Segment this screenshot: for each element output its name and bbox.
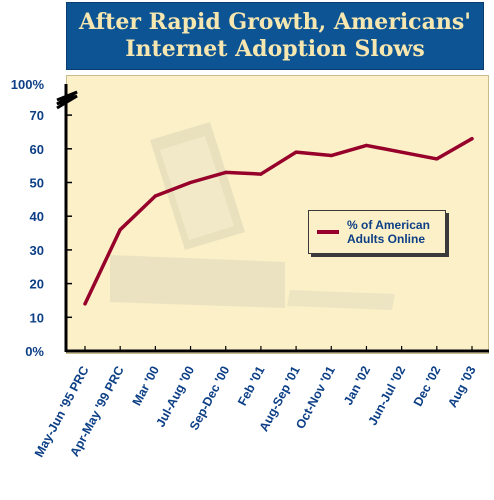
background-computer-illustration [110,122,395,310]
data-point [118,228,122,232]
legend-label-line-2: Adults Online [347,232,425,246]
series-line [83,136,474,306]
chart-legend: % of American Adults Online [308,210,446,254]
y-tick-label: 30 [30,243,44,258]
axis-break-symbol [56,90,78,110]
x-tick-label: Aug '03 [445,364,478,410]
chart-title-line-2: Internet Adoption Slows [125,36,425,62]
data-point [364,143,369,148]
data-point [83,302,87,306]
data-point [188,180,193,185]
data-point [435,157,439,161]
legend-label-line-1: % of American [347,218,430,232]
y-tick-label: 20 [30,277,44,292]
y-tick-label: 10 [30,310,44,325]
x-tick-label: Jun-Jul '02 [366,364,409,428]
x-tick-label: Feb '01 [235,364,267,408]
y-tick-label: 60 [30,142,44,157]
data-point [224,170,228,174]
data-point [153,194,157,198]
series-lines [83,136,474,306]
y-tick-label: 70 [30,108,44,123]
chart-axes [56,84,489,353]
legend-label: % of American Adults Online [347,218,439,246]
x-tick-label: Dec '02 [411,364,444,409]
data-point [470,137,474,141]
x-tick-label: Mar '00 [130,364,162,408]
data-point [294,150,298,154]
y-axis-ticks: 0% 10 20 30 40 50 60 70 100% [11,77,72,359]
data-point [329,153,333,158]
y-tick-label-top: 100% [11,77,45,92]
y-tick-label: 0% [25,344,44,359]
y-tick-label: 40 [30,209,44,224]
data-point [400,150,404,154]
x-tick-label: Jan '02 [341,364,373,408]
data-point [259,172,263,176]
y-tick-label: 50 [30,176,44,191]
chart-title-line-1: After Rapid Growth, Americans' [79,9,471,35]
legend-swatch [317,230,339,234]
chart-title-banner: After Rapid Growth, Americans' Internet … [66,2,484,70]
